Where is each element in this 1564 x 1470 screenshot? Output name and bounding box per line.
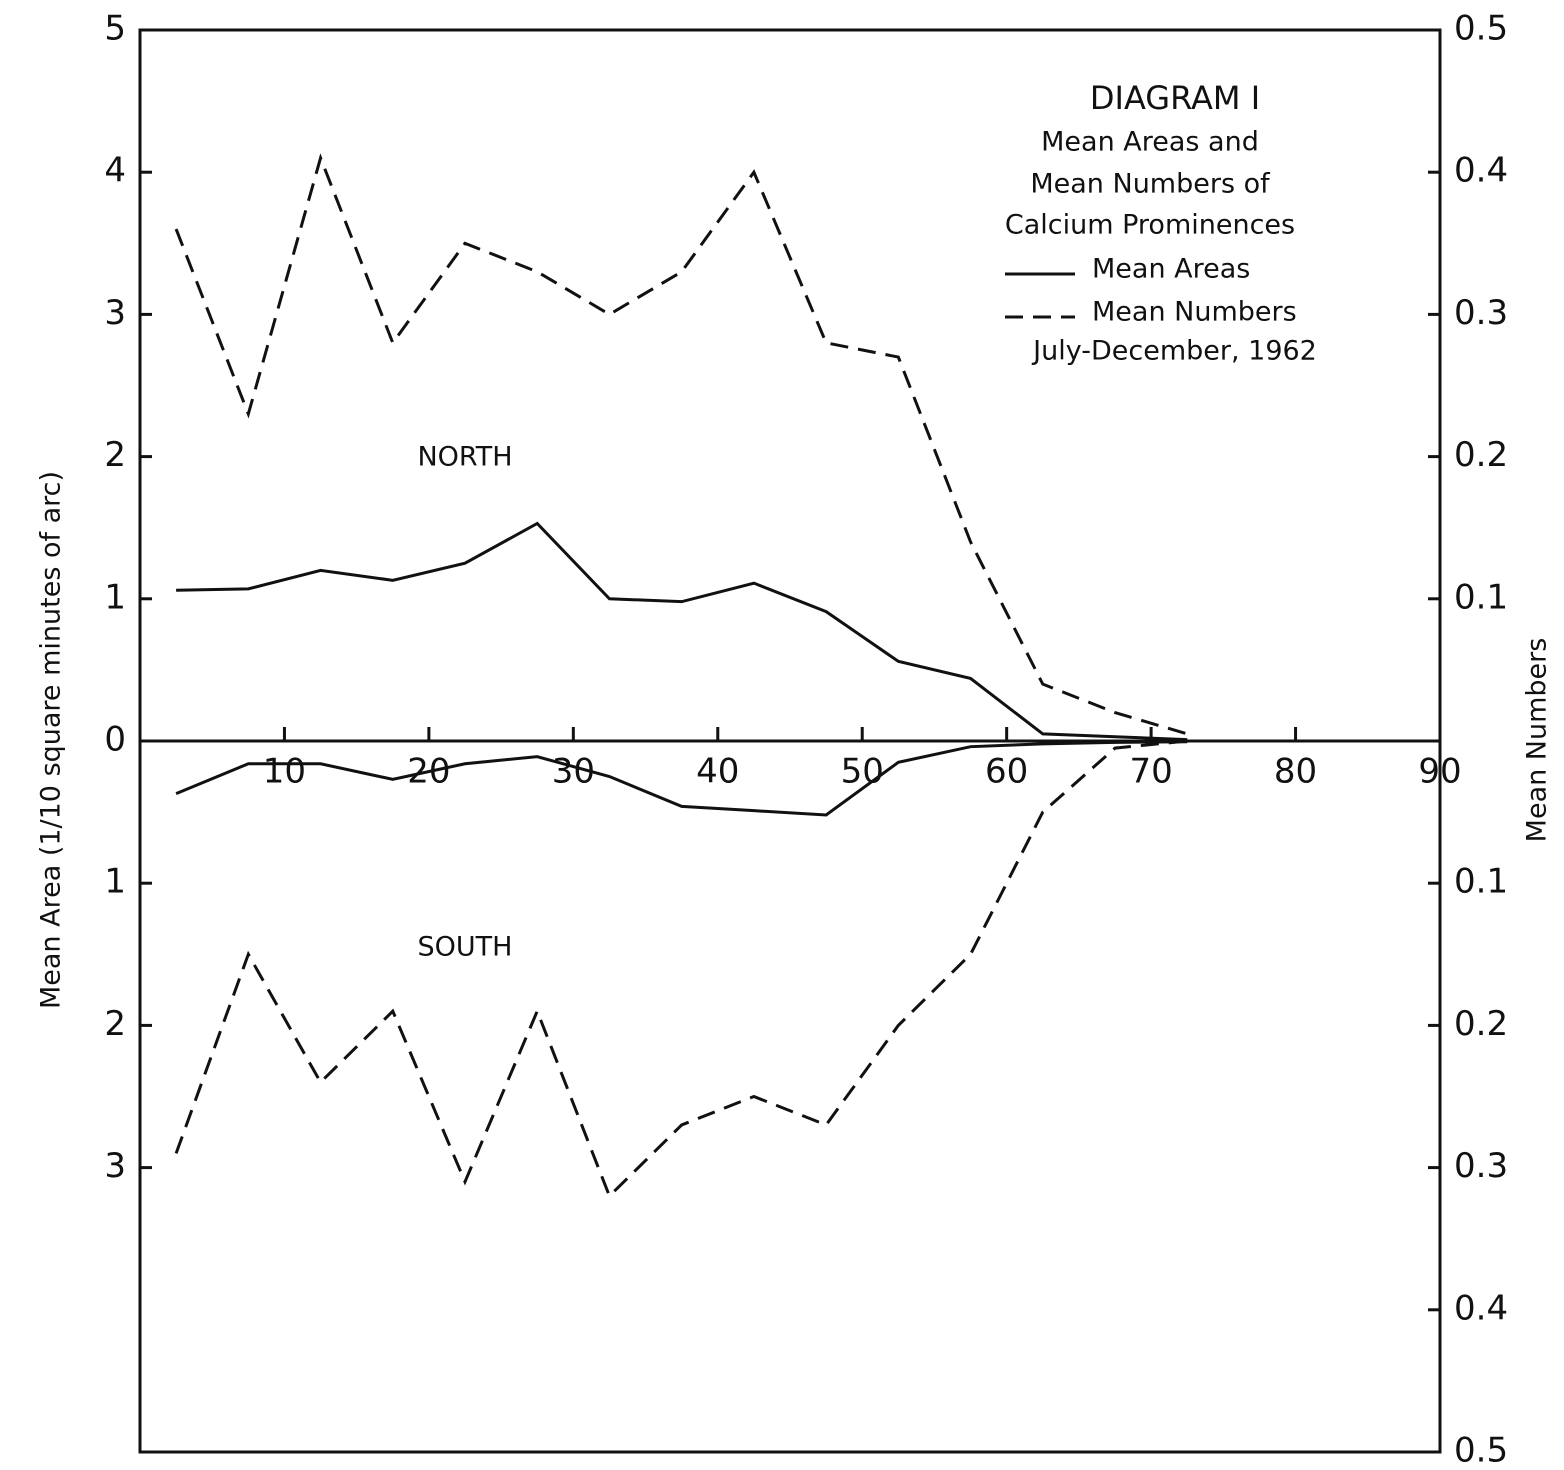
series-line (175, 740, 1188, 817)
y2-tick-label: 0.2 (1454, 435, 1508, 475)
y2-tick-label: 0.1 (1454, 577, 1508, 617)
y2-tick-label: 0.3 (1454, 1146, 1508, 1186)
x-tick-label: 70 (1129, 752, 1172, 792)
chart-title: DIAGRAM I (1090, 79, 1260, 117)
annotation: SOUTH (418, 932, 513, 963)
y-tick-label: 1 (104, 862, 126, 902)
series-line (176, 521, 1188, 742)
x-tick-label: 80 (1274, 752, 1317, 792)
y2-axis-label: Mean Numbers (1522, 638, 1553, 843)
period: July-December, 1962 (1031, 336, 1317, 367)
y-tick-label: 2 (104, 1004, 126, 1044)
y-tick-label: 1 (104, 577, 126, 617)
y-tick-label: 3 (104, 1146, 126, 1186)
x-tick-label: 90 (1418, 752, 1461, 792)
x-tick-label: 10 (263, 752, 306, 792)
subtitle-line: Mean Numbers of (1030, 169, 1271, 200)
subtitle-line: Mean Areas and (1041, 127, 1259, 158)
legend-label: Mean Areas (1092, 254, 1250, 285)
x-tick-label: 60 (985, 752, 1028, 792)
y2-tick-label: 0.4 (1454, 151, 1508, 191)
legend-label: Mean Numbers (1092, 297, 1297, 328)
y-tick-label: 3 (104, 293, 126, 333)
y-tick-label: 2 (104, 435, 126, 475)
y-tick-label: 5 (104, 9, 126, 49)
annotation: NORTH (417, 442, 512, 473)
y2-tick-label: 0.2 (1454, 1004, 1508, 1044)
series-line (174, 153, 1188, 736)
y-axis-label: Mean Area (1/10 square minutes of arc) (36, 471, 67, 1009)
y2-tick-label: 0.4 (1454, 1288, 1508, 1328)
y-tick-label: 4 (104, 151, 126, 191)
y2-tick-label: 0.5 (1454, 9, 1508, 49)
x-tick-label: 40 (696, 752, 739, 792)
y-tick-label: 0 (104, 720, 126, 760)
y2-tick-label: 0.3 (1454, 293, 1508, 333)
subtitle-line: Calcium Prominences (1005, 210, 1295, 241)
y2-tick-label: 0.5 (1454, 1431, 1508, 1470)
series-line (174, 739, 1188, 1199)
y2-tick-label: 0.1 (1454, 862, 1508, 902)
x-tick-label: 50 (841, 752, 884, 792)
